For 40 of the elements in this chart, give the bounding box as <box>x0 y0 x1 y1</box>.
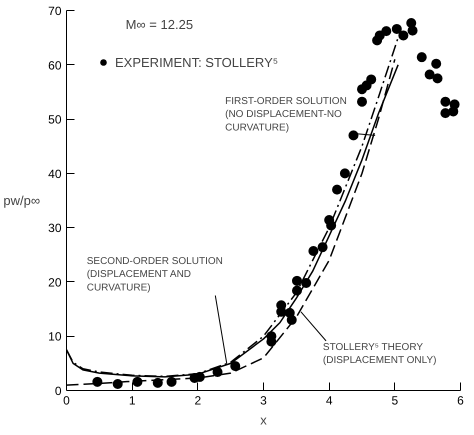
x-axis-title: x <box>260 412 268 428</box>
annotation: STOLLERY⁵ THEORY (DISPLACEMENT ONLY) <box>322 342 436 366</box>
annotation: M∞ = 12.25 <box>126 17 194 32</box>
x-tick-label: 0 <box>63 394 70 408</box>
x-tick-label: 3 <box>260 394 268 408</box>
y-tick-label: 20 <box>48 275 62 290</box>
point <box>392 24 402 34</box>
point <box>416 52 427 62</box>
x-tick-label: 6 <box>457 394 464 408</box>
x-tick-label: 2 <box>194 394 202 408</box>
point <box>357 96 367 107</box>
annotation: FIRST-ORDER SOLUTION (NO DISPLACEMENT-NO CURVATURE) <box>225 96 347 134</box>
point <box>448 106 458 116</box>
annotation: SECOND-ORDER SOLUTION (DISPLACEMENT AND CURVATURE) <box>86 256 223 294</box>
point <box>440 96 450 107</box>
x-tick-label: 1 <box>128 394 136 408</box>
point <box>348 130 358 140</box>
y-tick-label: 60 <box>48 58 62 72</box>
point <box>432 73 443 84</box>
point <box>424 70 435 80</box>
x-tick-label: 4 <box>326 394 333 408</box>
point <box>340 168 350 178</box>
point <box>292 276 302 286</box>
point <box>431 58 442 69</box>
y-tick-label: 10 <box>48 330 62 344</box>
x-tick-label: 5 <box>391 394 398 408</box>
y-tick-label: 0 <box>54 384 62 398</box>
point <box>92 376 102 387</box>
point <box>381 26 392 36</box>
legend-label: EXPERIMENT: STOLLERY⁵ <box>115 54 278 70</box>
y-tick-label: 70 <box>48 4 62 18</box>
y-tick-label: 30 <box>48 221 62 236</box>
point <box>398 30 408 40</box>
y-tick-label: 40 <box>48 166 62 181</box>
point <box>408 26 418 36</box>
point <box>362 80 372 90</box>
y-tick-label: 50 <box>48 112 62 127</box>
point <box>332 184 342 195</box>
y-axis-title: pw/p∞ <box>3 193 40 208</box>
point <box>440 108 450 118</box>
